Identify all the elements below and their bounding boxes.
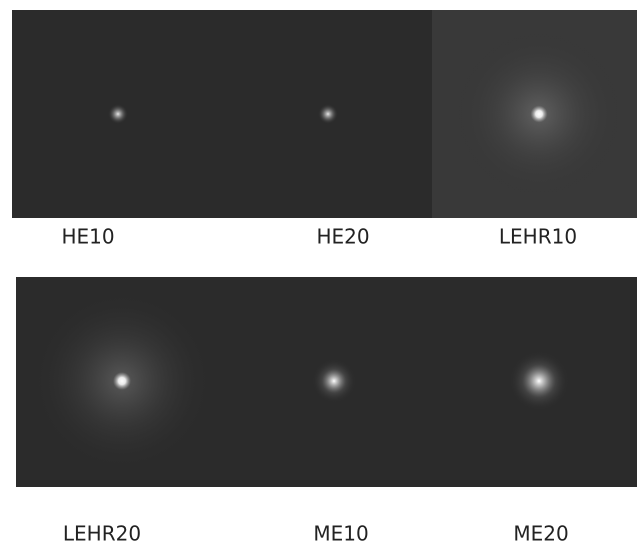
panel-label: LEHR10 (499, 225, 577, 249)
spot (318, 104, 338, 124)
panel-label: ME20 (513, 522, 568, 546)
spot (32, 291, 212, 471)
figure: HE10 HE20 LEHR10 LEHR20 ME10 ME20 (0, 0, 637, 548)
panel-label: HE10 (61, 225, 114, 249)
spot (509, 351, 569, 411)
page: HE10 HE20 LEHR10 LEHR20 ME10 ME20 (() =>… (0, 0, 637, 548)
panel-label: ME10 (313, 522, 368, 546)
panel-label: LEHR20 (63, 522, 141, 546)
spot (312, 359, 356, 403)
spot (454, 29, 624, 199)
panel-label: HE20 (316, 225, 369, 249)
spot (108, 104, 128, 124)
panel-bg (12, 10, 432, 218)
